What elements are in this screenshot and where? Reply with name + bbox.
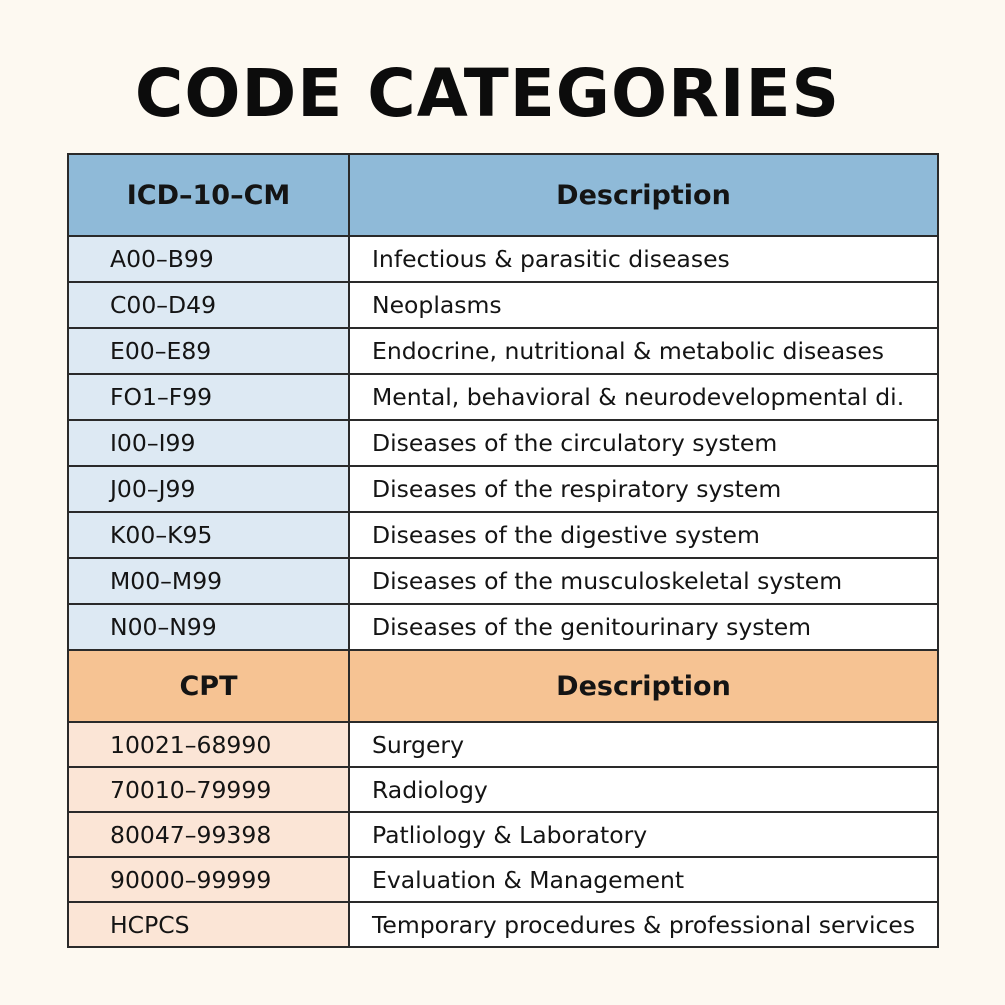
- cpt-description-cell: Temporary procedures & professional serv…: [348, 901, 939, 948]
- cpt-description-cell: Surgery: [348, 721, 939, 768]
- table-row: J00–J99 Diseases of the respiratory syst…: [67, 465, 939, 513]
- cpt-header-row: CPT Description: [67, 649, 939, 723]
- table-row: 70010–79999 Radiology: [67, 766, 939, 813]
- icd-code-cell: FO1–F99: [67, 373, 350, 421]
- cpt-code-cell: 10021–68990: [67, 721, 350, 768]
- icd-code-header: ICD–10–CM: [67, 153, 350, 237]
- icd-header-row: ICD–10–CM Description: [67, 153, 939, 237]
- cpt-code-cell: 80047–99398: [67, 811, 350, 858]
- table-row: N00–N99 Diseases of the genitourinary sy…: [67, 603, 939, 651]
- table-row: HCPCS Temporary procedures & professiona…: [67, 901, 939, 948]
- icd-description-cell: Diseases of the respiratory system: [348, 465, 939, 513]
- cpt-code-cell: 70010–79999: [67, 766, 350, 813]
- icd-code-cell: I00–I99: [67, 419, 350, 467]
- cpt-description-cell: Radiology: [348, 766, 939, 813]
- icd-code-cell: E00–E89: [67, 327, 350, 375]
- cpt-description-header: Description: [348, 649, 939, 723]
- table-row: 10021–68990 Surgery: [67, 721, 939, 768]
- table-row: C00–D49 Neoplasms: [67, 281, 939, 329]
- cpt-description-cell: Patliology & Laboratory: [348, 811, 939, 858]
- icd-description-cell: Endocrine, nutritional & metabolic disea…: [348, 327, 939, 375]
- icd-code-cell: K00–K95: [67, 511, 350, 559]
- table-row: I00–I99 Diseases of the circulatory syst…: [67, 419, 939, 467]
- icd-code-cell: C00–D49: [67, 281, 350, 329]
- table-row: A00–B99 Infectious & parasitic diseases: [67, 235, 939, 283]
- icd-description-cell: Diseases of the musculoskeletal system: [348, 557, 939, 605]
- icd-description-cell: Infectious & parasitic diseases: [348, 235, 939, 283]
- table-row: K00–K95 Diseases of the digestive system: [67, 511, 939, 559]
- icd-code-cell: J00–J99: [67, 465, 350, 513]
- icd-description-cell: Mental, behavioral & neurodevelopmental …: [348, 373, 939, 421]
- icd-description-cell: Diseases of the circulatory system: [348, 419, 939, 467]
- icd-code-cell: N00–N99: [67, 603, 350, 651]
- code-categories-table: ICD–10–CM Description A00–B99 Infectious…: [67, 153, 939, 948]
- table-row: E00–E89 Endocrine, nutritional & metabol…: [67, 327, 939, 375]
- cpt-code-header: CPT: [67, 649, 350, 723]
- table-row: 80047–99398 Patliology & Laboratory: [67, 811, 939, 858]
- table-row: FO1–F99 Mental, behavioral & neurodevelo…: [67, 373, 939, 421]
- cpt-description-cell: Evaluation & Management: [348, 856, 939, 903]
- table-row: M00–M99 Diseases of the musculoskeletal …: [67, 557, 939, 605]
- cpt-code-cell: 90000–99999: [67, 856, 350, 903]
- page-title: CODE CATEGORIES: [134, 55, 841, 132]
- cpt-code-cell: HCPCS: [67, 901, 350, 948]
- icd-code-cell: M00–M99: [67, 557, 350, 605]
- icd-description-cell: Diseases of the genitourinary system: [348, 603, 939, 651]
- icd-code-cell: A00–B99: [67, 235, 350, 283]
- table-row: 90000–99999 Evaluation & Management: [67, 856, 939, 903]
- icd-description-cell: Diseases of the digestive system: [348, 511, 939, 559]
- icd-description-header: Description: [348, 153, 939, 237]
- icd-description-cell: Neoplasms: [348, 281, 939, 329]
